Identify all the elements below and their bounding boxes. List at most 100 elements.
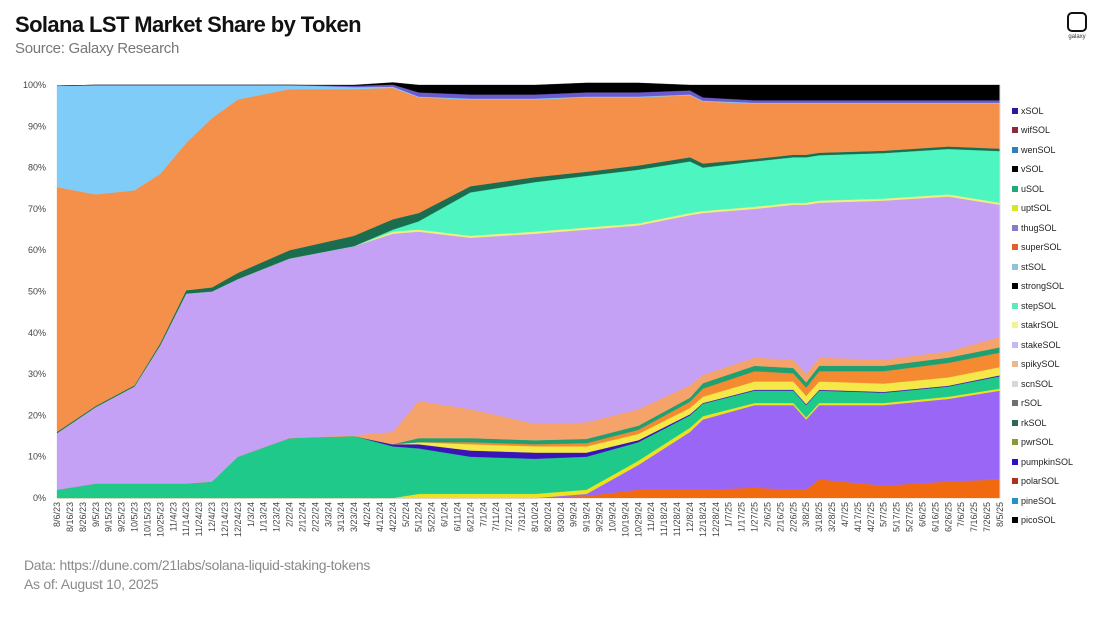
legend-item-uptSOL: uptSOL [1012, 199, 1073, 219]
legend-label: rSOL [1021, 398, 1043, 409]
legend-swatch [1012, 497, 1018, 504]
legend-item-wifSOL: wifSOL [1012, 121, 1073, 141]
legend-item-superSOL: superSOL [1012, 238, 1073, 258]
x-tick-label: 9/15/23 [104, 502, 114, 532]
legend-item-wenSOL: wenSOL [1012, 140, 1073, 160]
x-tick-label: 8/16/23 [65, 502, 75, 532]
chart-legend: xSOL wifSOL wenSOL vSOL uSOL uptSOL thugSOL sup… [1012, 101, 1073, 530]
legend-swatch [1012, 439, 1018, 446]
legend-swatch [1012, 107, 1018, 114]
legend-swatch [1012, 127, 1018, 134]
legend-item-stSOL: stSOL [1012, 257, 1073, 277]
x-tick-label: 5/27/25 [905, 502, 915, 532]
legend-item-picoSOL: picoSOL [1012, 511, 1073, 531]
legend-swatch [1012, 478, 1018, 485]
x-tick-label: 9/25/23 [117, 502, 127, 532]
y-tick-label: 20% [28, 410, 46, 420]
legend-item-vSOL: vSOL [1012, 160, 1073, 180]
legend-label: xSOL [1021, 105, 1044, 116]
galaxy-logo: galaxy [1062, 12, 1092, 40]
x-tick-label: 7/11/24 [491, 502, 501, 531]
x-tick-label: 8/6/23 [52, 502, 62, 527]
x-tick-label: 6/21/24 [465, 502, 475, 532]
legend-label: polarSOL [1021, 476, 1060, 487]
galaxy-logo-text: galaxy [1068, 34, 1086, 40]
x-tick-label: 1/27/25 [750, 502, 760, 532]
chart-title: Solana LST Market Share by Token [15, 12, 362, 37]
legend-label: wenSOL [1021, 144, 1056, 155]
legend-item-strongSOL: strongSOL [1012, 277, 1073, 297]
x-tick-label: 2/6/25 [763, 502, 773, 527]
legend-swatch [1012, 361, 1018, 368]
x-tick-label: 2/16/25 [775, 502, 785, 532]
x-tick-label: 8/30/24 [556, 502, 566, 532]
legend-item-stepSOL: stepSOL [1012, 296, 1073, 316]
x-tick-label: 4/12/24 [375, 502, 385, 532]
x-tick-label: 8/10/24 [530, 502, 540, 532]
x-tick-label: 8/5/25 [995, 502, 1005, 527]
legend-item-pwrSOL: pwrSOL [1012, 433, 1073, 453]
x-tick-label: 3/13/24 [336, 502, 346, 532]
x-tick-label: 6/16/25 [930, 502, 940, 532]
x-tick-label: 12/8/24 [685, 502, 695, 532]
x-tick-label: 9/5/23 [91, 502, 101, 527]
legend-swatch [1012, 400, 1018, 407]
y-tick-label: 10% [28, 452, 46, 462]
legend-label: scnSOL [1021, 378, 1054, 389]
legend-label: superSOL [1021, 242, 1062, 253]
x-tick-label: 10/25/23 [155, 502, 165, 537]
legend-swatch [1012, 302, 1018, 309]
legend-item-pumpkinSOL: pumpkinSOL [1012, 452, 1073, 472]
legend-label: uptSOL [1021, 203, 1052, 214]
x-tick-label: 1/13/24 [259, 502, 269, 532]
x-tick-label: 11/28/24 [672, 502, 682, 536]
legend-label: picoSOL [1021, 515, 1056, 526]
x-tick-label: 12/4/23 [207, 502, 217, 532]
x-tick-label: 2/12/24 [297, 502, 307, 532]
x-tick-label: 6/6/25 [918, 502, 928, 527]
legend-label: strongSOL [1021, 281, 1065, 292]
x-tick-label: 2/26/25 [788, 502, 798, 532]
legend-item-xSOL: xSOL [1012, 101, 1073, 121]
y-tick-label: 30% [28, 369, 46, 379]
legend-swatch [1012, 146, 1018, 153]
legend-item-thugSOL: thugSOL [1012, 218, 1073, 238]
legend-label: stepSOL [1021, 300, 1057, 311]
y-tick-label: 70% [28, 204, 46, 214]
as-of-date: As of: August 10, 2025 [24, 576, 159, 592]
x-tick-label: 5/17/25 [892, 502, 902, 532]
y-tick-label: 80% [28, 163, 46, 173]
legend-swatch [1012, 517, 1018, 524]
legend-swatch [1012, 205, 1018, 212]
x-tick-label: 5/12/24 [414, 502, 424, 532]
x-tick-label: 10/5/23 [130, 502, 140, 532]
galaxy-logo-icon [1067, 12, 1087, 32]
x-tick-label: 9/9/24 [569, 502, 579, 527]
data-source-note: Data: https://dune.com/21labs/solana-liq… [24, 557, 371, 573]
legend-label: spikySOL [1021, 359, 1060, 370]
x-tick-label: 10/19/24 [620, 502, 630, 537]
legend-swatch [1012, 224, 1018, 231]
legend-swatch [1012, 341, 1018, 348]
x-tick-label: 9/29/24 [595, 502, 605, 532]
legend-label: uSOL [1021, 183, 1045, 194]
x-tick-label: 7/21/24 [504, 502, 514, 532]
legend-item-uSOL: uSOL [1012, 179, 1073, 199]
x-tick-label: 4/7/25 [840, 502, 850, 527]
legend-item-stakeSOL: stakeSOL [1012, 335, 1073, 355]
y-tick-label: 50% [28, 287, 46, 297]
x-tick-label: 6/26/25 [943, 502, 953, 532]
x-tick-label: 3/23/24 [349, 502, 359, 532]
x-tick-label: 12/24/23 [233, 502, 243, 537]
x-tick-label: 5/7/25 [879, 502, 889, 527]
x-tick-label: 7/31/24 [517, 502, 527, 532]
x-tick-label: 11/24/23 [194, 502, 204, 536]
y-tick-label: 100% [23, 80, 46, 90]
x-tick-label: 4/22/24 [388, 502, 398, 532]
legend-swatch [1012, 166, 1018, 173]
x-tick-label: 7/1/24 [478, 502, 488, 527]
x-tick-label: 10/9/24 [608, 502, 618, 532]
legend-item-stakrSOL: stakrSOL [1012, 316, 1073, 336]
x-tick-label: 10/29/24 [633, 502, 643, 537]
x-tick-label: 1/3/24 [246, 502, 256, 527]
